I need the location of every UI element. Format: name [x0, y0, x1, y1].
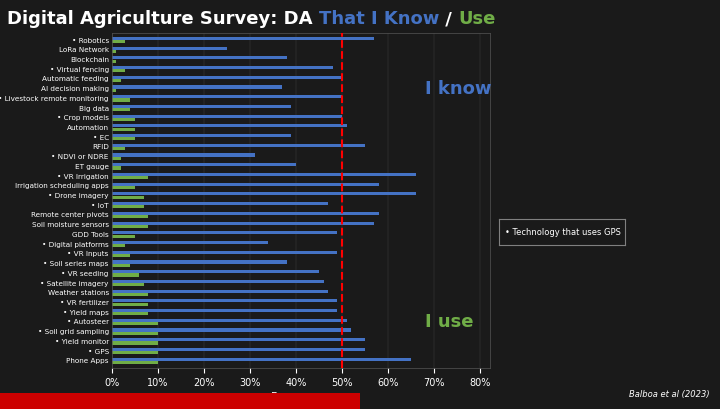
- Bar: [112, 69, 125, 72]
- Bar: [112, 105, 292, 108]
- Bar: [112, 332, 158, 335]
- Bar: [112, 163, 296, 166]
- Bar: [112, 89, 116, 92]
- Bar: [112, 299, 338, 302]
- Bar: [112, 85, 282, 88]
- Bar: [112, 173, 416, 176]
- Bar: [112, 66, 333, 69]
- Text: I use: I use: [425, 313, 474, 331]
- Bar: [112, 309, 338, 312]
- Bar: [112, 137, 135, 140]
- Bar: [112, 144, 365, 147]
- Bar: [112, 361, 158, 364]
- Bar: [112, 293, 148, 296]
- Bar: [112, 212, 379, 215]
- Bar: [112, 264, 130, 267]
- Bar: [112, 157, 121, 160]
- Bar: [112, 261, 287, 263]
- Bar: [112, 215, 148, 218]
- Bar: [112, 348, 365, 351]
- Bar: [112, 37, 374, 40]
- Bar: [112, 280, 324, 283]
- Bar: [112, 312, 148, 315]
- Bar: [112, 283, 144, 286]
- Bar: [112, 225, 148, 228]
- Bar: [112, 270, 319, 273]
- Text: That I Know: That I Know: [319, 10, 439, 28]
- Bar: [112, 115, 342, 118]
- Bar: [112, 357, 411, 361]
- Bar: [112, 290, 328, 293]
- Text: /: /: [439, 10, 459, 28]
- Bar: [112, 251, 338, 254]
- Bar: [112, 351, 158, 354]
- Bar: [112, 76, 342, 79]
- Bar: [112, 222, 374, 225]
- Bar: [112, 328, 351, 332]
- Bar: [112, 47, 227, 49]
- Bar: [112, 60, 116, 63]
- Bar: [112, 128, 135, 131]
- Bar: [112, 183, 379, 186]
- Text: Digital Agriculture Survey: DA: Digital Agriculture Survey: DA: [7, 10, 319, 28]
- X-axis label: Responses: Responses: [271, 392, 330, 402]
- Bar: [112, 319, 347, 322]
- Text: I know: I know: [425, 80, 492, 98]
- Text: • Technology that uses GPS: • Technology that uses GPS: [505, 227, 621, 237]
- Bar: [112, 338, 365, 341]
- Bar: [112, 186, 135, 189]
- Bar: [112, 124, 347, 128]
- Bar: [112, 40, 125, 43]
- Bar: [112, 99, 130, 101]
- Bar: [112, 166, 121, 170]
- Bar: [112, 231, 338, 234]
- Bar: [112, 205, 144, 209]
- Bar: [112, 342, 158, 344]
- Bar: [112, 196, 144, 199]
- Bar: [112, 254, 130, 257]
- Text: Balboa et al (2023): Balboa et al (2023): [629, 390, 709, 399]
- Bar: [112, 147, 125, 150]
- Bar: [112, 50, 116, 53]
- Bar: [112, 273, 139, 276]
- Bar: [112, 176, 148, 179]
- Bar: [112, 134, 292, 137]
- Bar: [112, 322, 158, 325]
- Bar: [112, 56, 287, 59]
- Bar: [112, 118, 135, 121]
- Bar: [112, 303, 148, 306]
- Bar: [112, 202, 328, 205]
- Bar: [112, 95, 342, 98]
- Bar: [112, 108, 130, 111]
- Bar: [112, 241, 269, 244]
- Text: Use: Use: [459, 10, 496, 28]
- Bar: [112, 79, 121, 82]
- Bar: [112, 192, 416, 196]
- Bar: [112, 153, 254, 157]
- Bar: [112, 234, 135, 238]
- Bar: [112, 244, 125, 247]
